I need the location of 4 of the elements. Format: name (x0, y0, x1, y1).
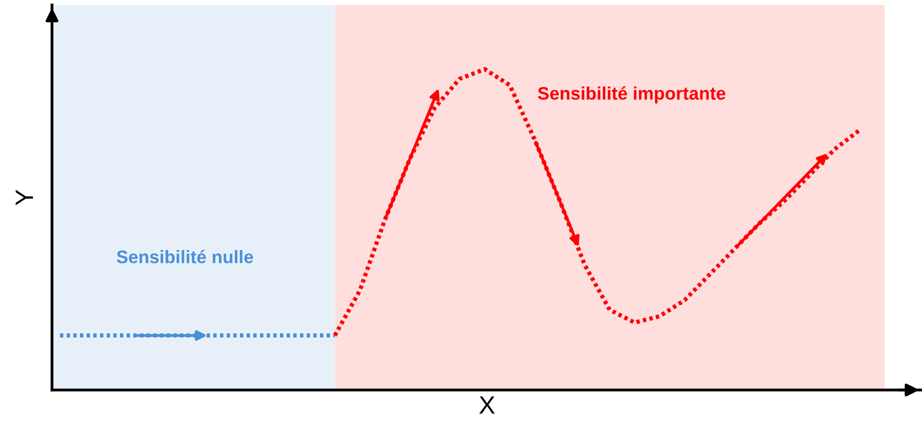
annotation: Sensibilité importante (538, 86, 726, 104)
y-axis-title: Y (16, 190, 33, 206)
annotation: Sensibilité nulle (116, 250, 254, 264)
x-axis-title: X (479, 396, 495, 414)
